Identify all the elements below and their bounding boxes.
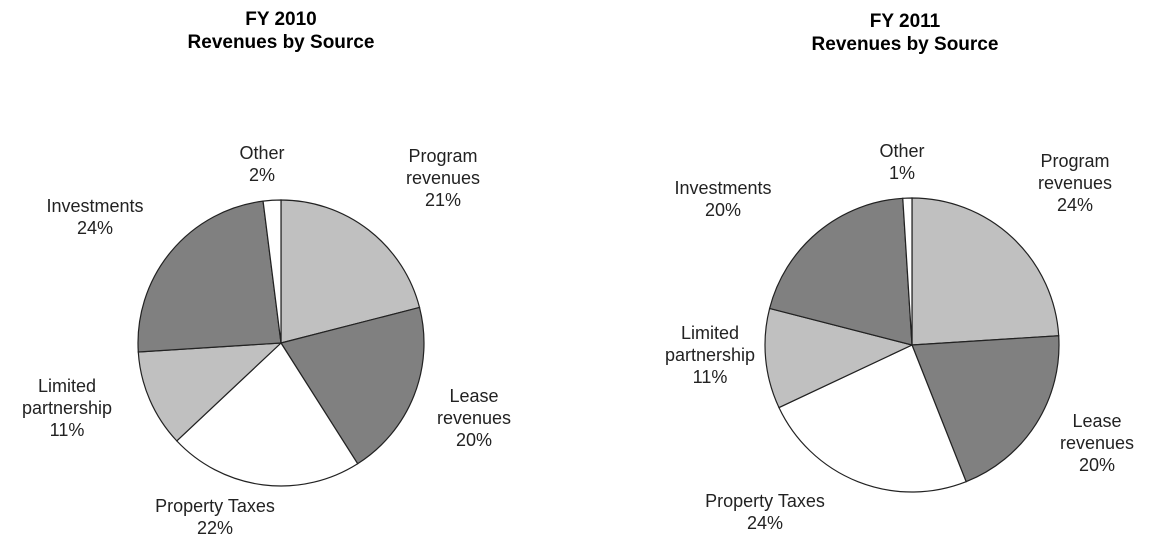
pie-slice	[280, 306, 425, 465]
chart-title: FY 2011 Revenues by Source	[755, 10, 1055, 56]
slice-label: Other 2%	[222, 142, 302, 186]
percent-label: 22%	[196, 518, 234, 538]
pie-slice	[137, 342, 283, 442]
category-name: Program revenues	[1037, 151, 1113, 193]
category-name: Property Taxes	[155, 496, 275, 516]
percent-label: 20%	[1078, 455, 1116, 475]
category-name: Program revenues	[405, 146, 481, 188]
category-name: Investments	[46, 196, 144, 216]
percent-label: 20%	[704, 200, 742, 220]
category-name: Lease revenues	[1059, 411, 1135, 453]
category-name: Other	[879, 141, 925, 161]
category-name: Investments	[674, 178, 772, 198]
pie-slice	[280, 199, 421, 344]
pie-slice	[175, 342, 359, 487]
category-name: Property Taxes	[705, 491, 825, 511]
pie-slice	[902, 197, 913, 346]
slice-label: Program revenues 21%	[393, 145, 493, 211]
percent-label: 24%	[1056, 195, 1094, 215]
pie-slice	[911, 335, 1060, 483]
slice-label: Investments 20%	[648, 177, 798, 221]
slice-label: Investments 24%	[20, 195, 170, 239]
percent-label: 24%	[746, 513, 784, 533]
slice-label: Other 1%	[862, 140, 942, 184]
pie-slice	[768, 197, 913, 346]
percent-label: 11%	[692, 367, 728, 387]
slice-label: Property Taxes 24%	[665, 490, 865, 534]
slice-label: Limited partnership 11%	[12, 375, 122, 441]
percent-label: 1%	[888, 163, 915, 183]
slice-label: Limited partnership 11%	[655, 322, 765, 388]
subtitle-line: Revenues by Source	[187, 32, 375, 53]
category-name: Lease revenues	[436, 386, 512, 428]
chart-title: FY 2010 Revenues by Source	[131, 8, 431, 54]
percent-label: 21%	[424, 190, 462, 210]
title-line: FY 2010	[245, 9, 317, 30]
slice-label: Property Taxes 22%	[115, 495, 315, 539]
category-name: Limited partnership	[664, 323, 756, 365]
percent-label: 2%	[248, 165, 275, 185]
category-name: Other	[239, 143, 285, 163]
title-line: FY 2011	[869, 11, 941, 32]
percent-label: 24%	[76, 218, 114, 238]
slice-label: Program revenues 24%	[1025, 150, 1125, 216]
pie-slice	[764, 307, 914, 409]
pie-slice	[137, 200, 282, 353]
slice-label: Lease revenues 20%	[429, 385, 519, 451]
pie-slice	[911, 197, 1060, 346]
category-name: Limited partnership	[21, 376, 113, 418]
pie-slice	[262, 199, 282, 344]
percent-label: 11%	[49, 420, 85, 440]
subtitle-line: Revenues by Source	[811, 34, 999, 55]
pie-slice	[778, 344, 967, 493]
percent-label: 20%	[455, 430, 493, 450]
slice-label: Lease revenues 20%	[1052, 410, 1142, 476]
